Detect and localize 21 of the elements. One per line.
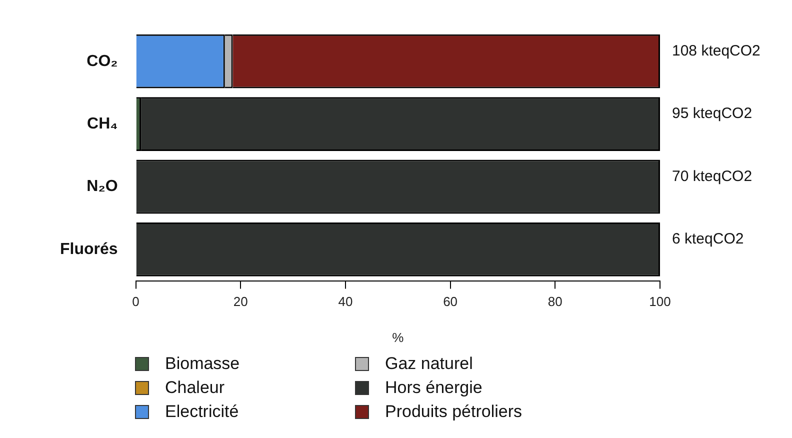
x-tick-label: 20	[233, 294, 248, 310]
x-tick-label: 80	[548, 294, 562, 310]
legend-label: Gaz naturel	[385, 354, 473, 374]
x-tick-label: 100	[649, 294, 671, 310]
legend-label: Produits pétroliers	[385, 402, 522, 422]
text: 70 kteqCO2	[672, 168, 752, 185]
y-tick-label: CO₂	[86, 52, 118, 70]
y-tick-label: N₂O	[86, 178, 118, 196]
x-tick-label: 40	[338, 294, 353, 310]
x-tick-label: 0	[132, 294, 140, 310]
text: 95 kteqCO2	[672, 105, 752, 122]
legend-label: Biomasse	[165, 354, 240, 374]
text: 6 kteqCO2	[672, 230, 744, 248]
legend-label: Electricité	[165, 402, 239, 422]
y-tick-label: Fluorés	[60, 240, 118, 258]
x-axis-title: %	[392, 330, 404, 345]
text: 108 kteqCO2	[672, 42, 760, 60]
y-tick-label: CH₄	[87, 115, 118, 132]
legend-label: Chaleur	[165, 378, 225, 398]
x-tick-label: 60	[443, 294, 458, 310]
legend-label: Hors énergie	[385, 378, 482, 398]
